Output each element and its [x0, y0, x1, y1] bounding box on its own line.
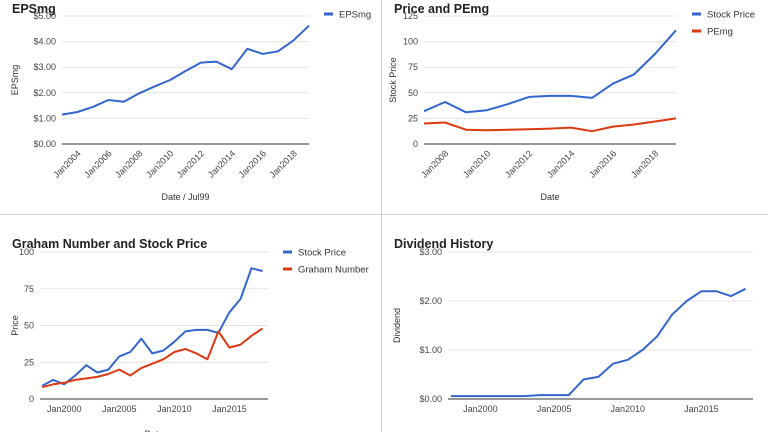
y-tick-label: 0: [29, 394, 34, 404]
panel-divider-horizontal: [0, 214, 768, 215]
panel-divider-vertical: [381, 0, 382, 432]
x-tick-label: Jan2008: [113, 148, 144, 179]
y-tick-label: 75: [24, 284, 34, 294]
x-tick-label: Jan2012: [503, 148, 534, 179]
x-tick-label: Jan2000: [463, 404, 498, 414]
y-tick-label: $0.00: [33, 139, 56, 149]
y-axis-title: Price: [10, 315, 20, 336]
y-axis-title: Stock Price: [388, 57, 398, 103]
y-tick-label: 25: [24, 357, 34, 367]
x-tick-label: Jan2005: [537, 404, 572, 414]
graham-chart-panel: Graham Number and Stock Price 0 25 50 75 100 J…: [0, 215, 381, 432]
x-tick-label: Jan2016: [237, 148, 268, 179]
y-tick-label: $3.00: [33, 62, 56, 72]
price-pemg-chart: Price and PEmg 0 25 50 75 100 125 Jan2008 Jan201…: [388, 2, 755, 202]
legend-label-stock-price: Stock Price: [707, 10, 755, 21]
chart-title: Dividend History: [394, 237, 493, 251]
x-axis-title: Date / Jul99: [161, 192, 209, 202]
series-line-stock-price: [423, 29, 677, 114]
series-line-dividend: [450, 287, 747, 398]
legend-label-epsmg: EPSmg: [339, 10, 371, 21]
y-tick-label: $1.00: [419, 345, 442, 355]
chart-title: Price and PEmg: [394, 2, 489, 16]
x-axis-title: Date: [540, 192, 559, 202]
x-tick-label: Jan2015: [684, 404, 719, 414]
y-tick-label: $2.00: [419, 296, 442, 306]
dividend-history-chart: Dividend History $0.00 $1.00 $2.00 $3.00 Jan2…: [392, 237, 753, 414]
x-tick-label: Jan2018: [629, 148, 660, 179]
y-tick-label: 50: [24, 321, 34, 331]
x-tick-label: Jan2004: [51, 148, 82, 179]
y-tick-label: $1.00: [33, 113, 56, 123]
x-tick-label: Jan2010: [610, 404, 645, 414]
x-tick-label: Jan2010: [144, 148, 175, 179]
chart-title: Graham Number and Stock Price: [12, 237, 207, 251]
legend-label-graham-number: Graham Number: [298, 265, 369, 276]
x-tick-label: Jan2018: [267, 148, 298, 179]
y-tick-label: 50: [408, 88, 418, 98]
y-axis-title: EPSmg: [10, 65, 20, 96]
x-tick-label: Jan2015: [212, 404, 247, 414]
eps-chart: EPSmg $0.00 $1.00 $2.00 $3.00 $4.00 $5.00 Jan20…: [10, 2, 371, 202]
price-pemg-chart-panel: Price and PEmg 0 25 50 75 100 125 Jan2008 Jan201…: [382, 0, 768, 214]
eps-chart-panel: EPSmg $0.00 $1.00 $2.00 $3.00 $4.00 $5.00 Jan20…: [0, 0, 381, 214]
legend-label-pemg: PEmg: [707, 27, 733, 38]
series-line-stock-price: [41, 267, 263, 387]
x-tick-label: Jan2005: [102, 404, 137, 414]
x-tick-label: Jan2012: [175, 148, 206, 179]
x-tick-label: Jan2014: [545, 148, 576, 179]
y-tick-label: $2.00: [33, 88, 56, 98]
legend-label-stock-price: Stock Price: [298, 248, 346, 259]
x-tick-label: Jan2000: [47, 404, 82, 414]
y-axis-title: Dividend: [392, 308, 402, 343]
x-tick-label: Jan2006: [82, 148, 113, 179]
graham-number-chart: Graham Number and Stock Price 0 25 50 75 100 J…: [10, 237, 369, 432]
y-tick-label: 125: [403, 11, 418, 21]
dividend-chart-panel: Dividend History $0.00 $1.00 $2.00 $3.00 Jan2…: [382, 215, 768, 432]
y-tick-label: 100: [403, 37, 418, 47]
series-line-pemg: [423, 117, 677, 133]
y-tick-label: $5.00: [33, 11, 56, 21]
y-tick-label: $3.00: [419, 247, 442, 257]
y-tick-label: 100: [19, 247, 34, 257]
x-tick-label: Jan2008: [419, 148, 450, 179]
y-tick-label: 75: [408, 62, 418, 72]
y-tick-label: $0.00: [419, 394, 442, 404]
x-tick-label: Jan2010: [157, 404, 192, 414]
x-tick-label: Jan2014: [206, 148, 237, 179]
y-tick-label: $4.00: [33, 37, 56, 47]
series-line-epsmg: [61, 24, 310, 116]
x-tick-label: Jan2010: [461, 148, 492, 179]
y-tick-label: 0: [413, 139, 418, 149]
series-line-graham-number: [41, 327, 264, 389]
x-axis-title: Date: [144, 429, 163, 432]
y-tick-label: 25: [408, 113, 418, 123]
chart-title: EPSmg: [12, 2, 56, 16]
x-tick-label: Jan2016: [587, 148, 618, 179]
